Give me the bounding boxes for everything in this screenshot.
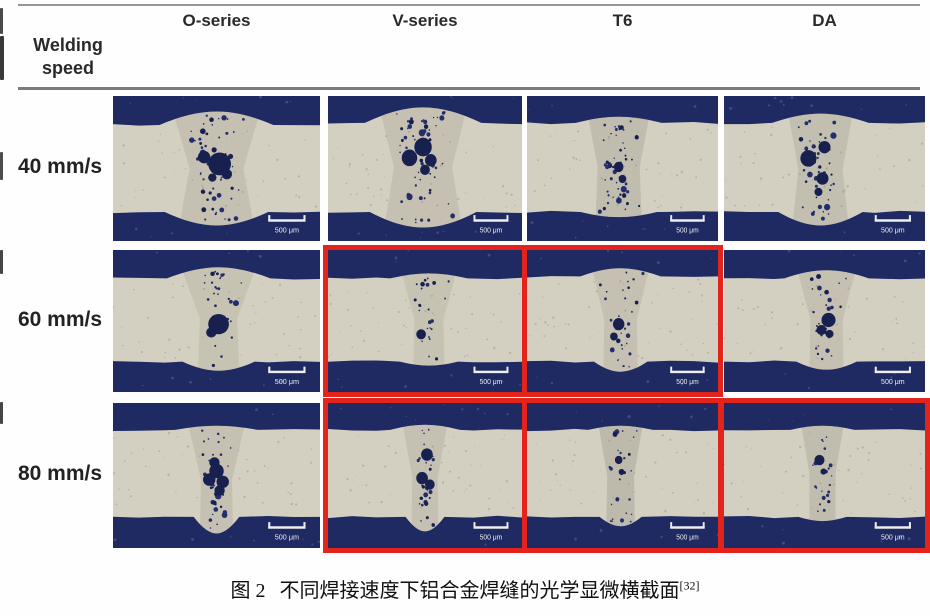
scale-bar-label: 500 μm — [676, 535, 699, 542]
micrograph-t6-80mms: 500 μm — [522, 398, 723, 553]
column-header-v-series: V-series — [392, 11, 458, 30]
scale-bar-label: 500 μm — [676, 228, 699, 235]
micrograph-da-60mms: 500 μm — [724, 250, 925, 392]
scale-bar: 500 μm — [268, 366, 306, 386]
caption-reference: [32] — [679, 578, 700, 593]
corner-label-welding-speed: Welding speed — [18, 34, 118, 80]
micrograph-v-series-60mms: 500 μm — [323, 245, 527, 397]
weld-micrograph: 500 μm — [328, 403, 522, 548]
micrograph-da-40mms: 500 μm — [724, 96, 925, 241]
header-rule — [18, 87, 920, 90]
weld-micrograph: 500 μm — [328, 250, 522, 392]
weld-micrograph: 500 μm — [724, 96, 925, 241]
micrograph-o-series-60mms: 500 μm — [113, 250, 320, 392]
weld-micrograph: 500 μm — [527, 250, 718, 392]
caption-number: 图 2 — [230, 580, 266, 602]
scale-bar: 500 μm — [874, 366, 911, 386]
scale-bar-label: 500 μm — [275, 226, 299, 235]
top-rule — [18, 4, 920, 6]
row-label-60mms: 60 mm/s — [17, 308, 103, 331]
weld-micrograph: 500 μm — [113, 96, 320, 241]
scan-artifact — [0, 8, 3, 34]
scale-bar: 500 μm — [874, 215, 911, 235]
scale-bar-label: 500 μm — [881, 379, 905, 386]
scale-bar: 500 μm — [670, 522, 705, 542]
figure-caption: 图 2 不同焊接速度下铝合金焊缝的光学显微横截面[32] — [0, 574, 930, 603]
scale-bar-label: 500 μm — [480, 228, 503, 235]
column-header-o-series: O-series — [182, 11, 251, 30]
micrograph-o-series-80mms: 500 μm — [113, 403, 320, 548]
scale-bar: 500 μm — [268, 522, 306, 542]
scan-artifact — [0, 402, 3, 424]
scan-artifact — [0, 36, 4, 80]
weld-micrograph: 500 μm — [113, 250, 320, 392]
micrograph-v-series-40mms: 500 μm — [328, 96, 522, 241]
scan-artifact — [0, 250, 3, 274]
caption-text: 不同焊接速度下铝合金焊缝的光学显微横截面 — [279, 580, 680, 602]
corner-label-line1: Welding — [33, 35, 103, 55]
scale-bar-label: 500 μm — [480, 535, 503, 542]
scale-bar-label: 500 μm — [480, 379, 503, 386]
scale-bar: 500 μm — [473, 522, 509, 542]
micrograph-v-series-80mms: 500 μm — [323, 398, 527, 553]
scale-bar-label: 500 μm — [881, 227, 905, 235]
column-header-t6: T6 — [612, 11, 633, 30]
weld-micrograph: 500 μm — [527, 403, 718, 548]
scale-bar: 500 μm — [473, 366, 509, 386]
row-label-40mms: 40 mm/s — [17, 155, 103, 178]
scale-bar: 500 μm — [268, 215, 306, 235]
scale-bar-label: 500 μm — [275, 378, 299, 386]
weld-micrograph: 500 μm — [527, 96, 718, 241]
scale-bar: 500 μm — [473, 215, 509, 235]
scale-bar: 500 μm — [670, 366, 705, 386]
corner-label-line2: speed — [41, 58, 95, 78]
column-header-da: DA — [812, 11, 837, 30]
micrograph-t6-40mms: 500 μm — [527, 96, 718, 241]
weld-micrograph: 500 μm — [724, 403, 925, 548]
scale-bar: 500 μm — [670, 215, 705, 235]
weld-micrograph: 500 μm — [724, 250, 925, 392]
micrograph-t6-60mms: 500 μm — [522, 245, 723, 397]
row-label-80mms: 80 mm/s — [17, 462, 103, 485]
weld-micrograph: 500 μm — [113, 403, 320, 548]
scale-bar-label: 500 μm — [275, 533, 299, 542]
micrograph-da-80mms: 500 μm — [719, 398, 930, 553]
scale-bar-label: 500 μm — [676, 379, 699, 386]
micrograph-o-series-40mms: 500 μm — [113, 96, 320, 241]
weld-micrograph: 500 μm — [328, 96, 522, 241]
scan-artifact — [0, 152, 3, 180]
scale-bar-label: 500 μm — [881, 534, 905, 542]
scale-bar: 500 μm — [874, 522, 911, 542]
